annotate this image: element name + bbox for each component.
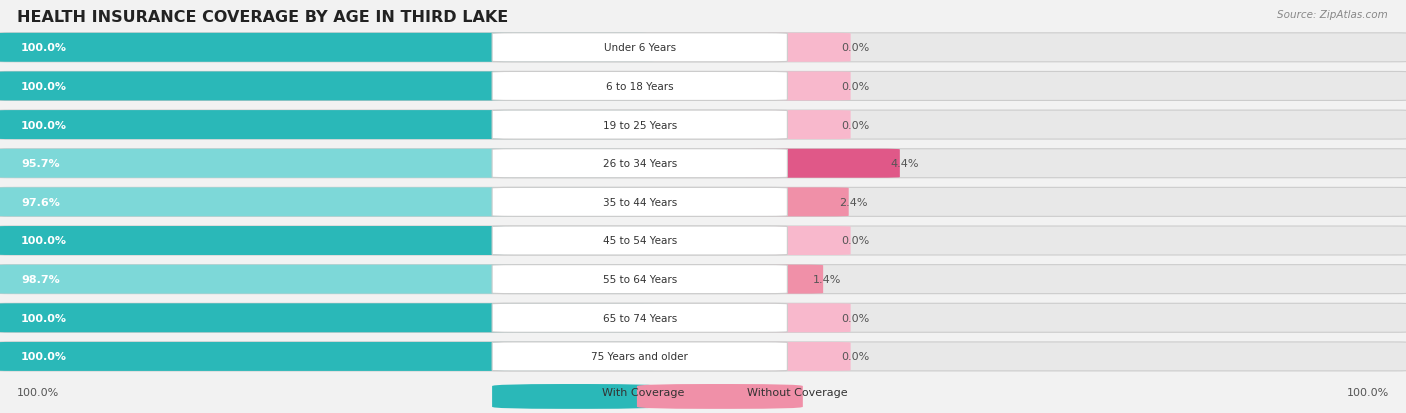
Text: With Coverage: With Coverage (602, 387, 685, 397)
FancyBboxPatch shape (0, 304, 1406, 332)
FancyBboxPatch shape (745, 304, 851, 332)
Text: 100.0%: 100.0% (17, 387, 59, 397)
Text: 0.0%: 0.0% (841, 43, 869, 53)
Text: 55 to 64 Years: 55 to 64 Years (603, 275, 676, 285)
FancyBboxPatch shape (0, 304, 654, 332)
Text: 0.0%: 0.0% (841, 120, 869, 130)
FancyBboxPatch shape (0, 226, 1406, 255)
Text: Source: ZipAtlas.com: Source: ZipAtlas.com (1277, 10, 1388, 20)
FancyBboxPatch shape (492, 72, 787, 101)
FancyBboxPatch shape (0, 188, 1406, 217)
Text: 100.0%: 100.0% (21, 351, 67, 361)
FancyBboxPatch shape (492, 265, 787, 294)
FancyBboxPatch shape (492, 342, 787, 371)
FancyBboxPatch shape (745, 226, 851, 255)
Text: HEALTH INSURANCE COVERAGE BY AGE IN THIRD LAKE: HEALTH INSURANCE COVERAGE BY AGE IN THIR… (17, 10, 508, 25)
Text: 26 to 34 Years: 26 to 34 Years (603, 159, 676, 169)
Text: Without Coverage: Without Coverage (747, 387, 848, 397)
FancyBboxPatch shape (492, 188, 787, 217)
FancyBboxPatch shape (0, 34, 1406, 63)
Text: 45 to 54 Years: 45 to 54 Years (603, 236, 676, 246)
FancyBboxPatch shape (492, 384, 658, 409)
FancyBboxPatch shape (492, 34, 787, 63)
Text: 98.7%: 98.7% (21, 275, 60, 285)
FancyBboxPatch shape (745, 342, 851, 371)
Text: Under 6 Years: Under 6 Years (603, 43, 676, 53)
FancyBboxPatch shape (0, 111, 1406, 140)
Text: 100.0%: 100.0% (21, 82, 67, 92)
Text: 0.0%: 0.0% (841, 351, 869, 361)
FancyBboxPatch shape (0, 34, 654, 63)
Text: 35 to 44 Years: 35 to 44 Years (603, 197, 676, 207)
Text: 6 to 18 Years: 6 to 18 Years (606, 82, 673, 92)
FancyBboxPatch shape (0, 226, 654, 255)
Text: 75 Years and older: 75 Years and older (592, 351, 688, 361)
Text: 2.4%: 2.4% (839, 197, 868, 207)
FancyBboxPatch shape (745, 188, 849, 217)
Text: 0.0%: 0.0% (841, 313, 869, 323)
FancyBboxPatch shape (745, 111, 851, 140)
Text: 0.0%: 0.0% (841, 236, 869, 246)
FancyBboxPatch shape (0, 72, 1406, 101)
FancyBboxPatch shape (0, 265, 1406, 294)
FancyBboxPatch shape (745, 265, 823, 294)
FancyBboxPatch shape (745, 34, 851, 63)
FancyBboxPatch shape (492, 304, 787, 332)
FancyBboxPatch shape (0, 265, 645, 294)
Text: 100.0%: 100.0% (21, 236, 67, 246)
FancyBboxPatch shape (0, 342, 654, 371)
Text: 100.0%: 100.0% (21, 313, 67, 323)
FancyBboxPatch shape (492, 111, 787, 140)
Text: 0.0%: 0.0% (841, 82, 869, 92)
FancyBboxPatch shape (0, 150, 627, 178)
FancyBboxPatch shape (0, 188, 638, 217)
FancyBboxPatch shape (492, 150, 787, 178)
FancyBboxPatch shape (492, 226, 787, 255)
Text: 4.4%: 4.4% (890, 159, 918, 169)
FancyBboxPatch shape (0, 72, 654, 101)
FancyBboxPatch shape (745, 150, 900, 178)
FancyBboxPatch shape (0, 342, 1406, 371)
Text: 19 to 25 Years: 19 to 25 Years (603, 120, 676, 130)
Text: 100.0%: 100.0% (1347, 387, 1389, 397)
FancyBboxPatch shape (745, 72, 851, 101)
Text: 65 to 74 Years: 65 to 74 Years (603, 313, 676, 323)
Text: 1.4%: 1.4% (813, 275, 842, 285)
Text: 100.0%: 100.0% (21, 120, 67, 130)
FancyBboxPatch shape (0, 150, 1406, 178)
FancyBboxPatch shape (637, 384, 803, 409)
Text: 95.7%: 95.7% (21, 159, 59, 169)
Text: 100.0%: 100.0% (21, 43, 67, 53)
Text: 97.6%: 97.6% (21, 197, 60, 207)
FancyBboxPatch shape (0, 111, 654, 140)
